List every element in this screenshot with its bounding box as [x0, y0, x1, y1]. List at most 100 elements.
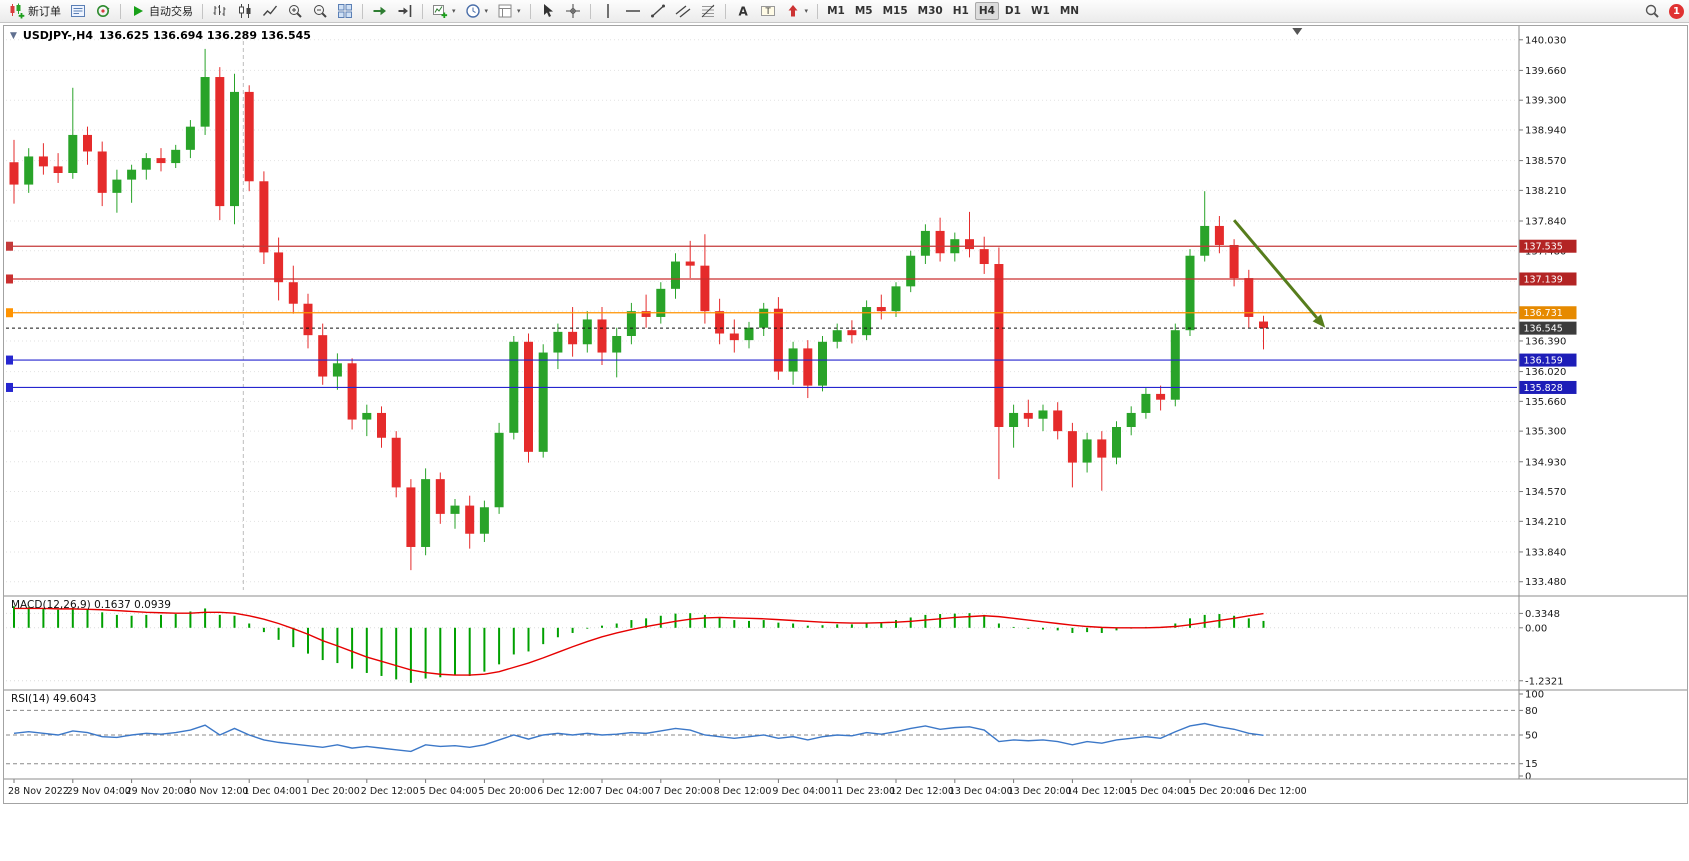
toolbar-separator [362, 3, 363, 19]
strategy-tester-button[interactable] [91, 1, 115, 21]
vertical-line-button[interactable] [596, 1, 620, 21]
candle-body [729, 333, 739, 341]
horizontal-line-button[interactable] [621, 1, 645, 21]
svg-text:136.020: 136.020 [1525, 367, 1566, 378]
rsi-line [13, 722, 1264, 753]
candle-body [38, 156, 48, 167]
price-badge [1519, 306, 1577, 320]
svg-text:134.570: 134.570 [1525, 487, 1566, 498]
chart-shift-button[interactable] [393, 1, 417, 21]
svg-text:137.840: 137.840 [1525, 216, 1566, 227]
candle-body [332, 363, 342, 377]
svg-text:14 Dec 12:00: 14 Dec 12:00 [1066, 786, 1130, 797]
zoom-in-button[interactable] [283, 1, 307, 21]
svg-text:6 Dec 12:00: 6 Dec 12:00 [537, 786, 595, 797]
new-order-button[interactable]: 新订单 [5, 1, 65, 21]
candle-body [744, 327, 754, 341]
candle-body [215, 77, 225, 207]
macd-signal-line [14, 607, 1264, 676]
templates-button[interactable]: ▾ [493, 1, 525, 21]
timeframe-m1-button[interactable]: M1 [823, 2, 849, 20]
trend-arrow-head [1312, 314, 1326, 328]
svg-text:80: 80 [1525, 706, 1538, 717]
candle-body [362, 412, 372, 420]
candle-body [891, 286, 901, 312]
quotes-icon [71, 5, 85, 17]
timeframe-m15-button[interactable]: M15 [879, 2, 912, 20]
svg-text:-1.2321: -1.2321 [1525, 676, 1564, 687]
candlestick-chart-button[interactable] [233, 1, 257, 21]
svg-text:13 Dec 04:00: 13 Dec 04:00 [949, 786, 1013, 797]
candle-body [68, 134, 78, 173]
price-badge [1519, 380, 1577, 394]
line-chart-icon [262, 5, 278, 16]
svg-text:0: 0 [1525, 772, 1531, 783]
line-chart-button[interactable] [258, 1, 282, 21]
fibonacci-button[interactable] [696, 1, 720, 21]
tile-windows-button[interactable] [333, 1, 357, 21]
new-order-label: 新订单 [28, 5, 61, 18]
zoom-out-icon [314, 5, 327, 18]
timeframe-m5-button[interactable]: M5 [851, 2, 877, 20]
candle-body [406, 487, 416, 547]
timeframe-mn-button[interactable]: MN [1056, 2, 1083, 20]
timeframe-h4-button[interactable]: H4 [974, 2, 999, 20]
bar-chart-icon [213, 5, 226, 16]
autotrade-button[interactable]: 自动交易 [126, 1, 197, 21]
candle-body [141, 158, 151, 170]
hline-left-stub [6, 241, 13, 251]
svg-text:A: A [738, 5, 748, 19]
hline-left-stub [6, 274, 13, 284]
cursor-button[interactable] [536, 1, 560, 21]
svg-text:30 Nov 12:00: 30 Nov 12:00 [184, 786, 248, 797]
one-click-trading-toggle[interactable]: ▼ [10, 30, 17, 41]
candle-body [479, 507, 489, 534]
candle-body [538, 352, 548, 452]
candle-body [259, 181, 269, 253]
text-icon: A [738, 5, 748, 19]
notification-badge[interactable]: 1 [1669, 3, 1684, 19]
zoom-out-button[interactable] [308, 1, 332, 21]
crosshair-button[interactable] [561, 1, 585, 21]
terminal-button[interactable] [66, 1, 90, 21]
bar-chart-button[interactable] [208, 1, 232, 21]
svg-text:12 Dec 12:00: 12 Dec 12:00 [890, 786, 954, 797]
timeframe-group: M1 M5 M15 M30 H1 H4 D1 W1 MN [823, 2, 1083, 20]
timeframe-h1-button[interactable]: H1 [949, 2, 973, 20]
candle-body [1244, 278, 1254, 317]
candlestick-icon [239, 4, 251, 18]
candle-body [1067, 431, 1077, 463]
timeframe-w1-button[interactable]: W1 [1027, 2, 1054, 20]
autoscroll-button[interactable] [368, 1, 392, 21]
svg-text:133.840: 133.840 [1525, 547, 1566, 558]
dropdown-caret: ▾ [517, 7, 521, 15]
symbol-header: ▼ USDJPY-,H4 136.625 136.694 136.289 136… [10, 29, 311, 42]
periods-button[interactable]: ▾ [461, 1, 493, 21]
svg-text:15 Dec 04:00: 15 Dec 04:00 [1125, 786, 1189, 797]
macd-label: MACD(12,26,9) 0.1637 0.0939 [11, 599, 171, 611]
candle-body [112, 179, 122, 193]
svg-text:138.570: 138.570 [1525, 156, 1566, 167]
channel-icon [675, 5, 690, 18]
text-label-button[interactable]: T [756, 1, 780, 21]
dropdown-caret: ▾ [804, 7, 809, 15]
arrows-button[interactable]: ▾ [781, 1, 813, 21]
candle-body [685, 261, 695, 266]
horizontal-line-icon [625, 10, 640, 12]
candle-body [1097, 439, 1107, 458]
candle-body [818, 341, 827, 386]
channel-button[interactable] [671, 1, 695, 21]
timeframe-d1-button[interactable]: D1 [1001, 2, 1025, 20]
hline-left-stub [6, 308, 13, 318]
chart-canvas[interactable]: 140.030 139.660 139.300 138.940 138.570 138.2… [4, 26, 1687, 803]
search-button[interactable] [1640, 1, 1664, 21]
candle-body [524, 341, 533, 452]
indicators-button[interactable]: ▾ [428, 1, 460, 21]
candle-body [171, 149, 181, 164]
trendline-button[interactable] [646, 1, 670, 21]
text-button[interactable]: A [731, 1, 755, 21]
indicators-icon [433, 5, 448, 18]
svg-text:2 Dec 12:00: 2 Dec 12:00 [361, 786, 419, 797]
timeframe-m30-button[interactable]: M30 [914, 2, 947, 20]
